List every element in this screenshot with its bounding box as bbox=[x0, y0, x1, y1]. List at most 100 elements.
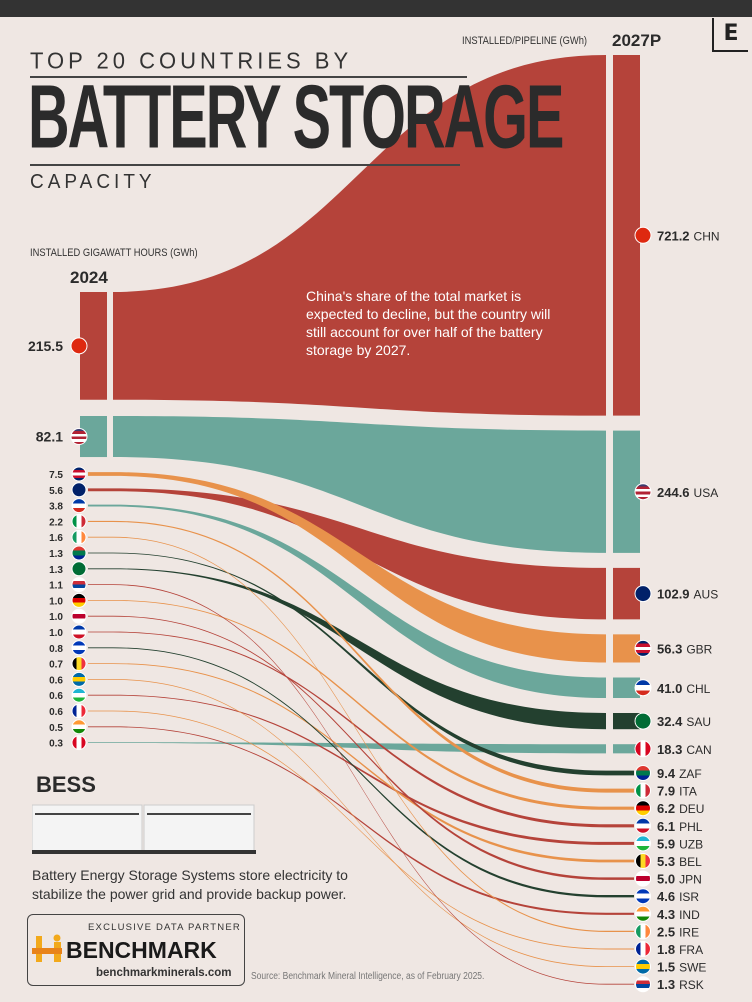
flag-icon-phl-left bbox=[71, 624, 87, 640]
left-axis-label: INSTALLED GIGAWATT HOURS (GWh) bbox=[30, 247, 198, 259]
label-2027-ire: 2.5 IRE bbox=[657, 924, 699, 939]
country-code: SWE bbox=[679, 961, 706, 975]
country-code: AUS bbox=[694, 588, 719, 602]
value-2027: 5.9 bbox=[657, 836, 675, 851]
flag-icon-zaf-right bbox=[635, 765, 651, 781]
right-year: 2027P bbox=[612, 31, 662, 50]
bar-2027-chl bbox=[613, 677, 640, 698]
value-2027: 41.0 bbox=[657, 681, 682, 696]
value-2027: 1.8 bbox=[657, 942, 675, 957]
flag-icon-ire-left bbox=[71, 529, 87, 545]
country-code: UZB bbox=[679, 837, 703, 851]
value-2024-fra: 0.6 bbox=[49, 707, 63, 718]
value-2024-swe: 0.6 bbox=[49, 675, 63, 686]
flow-chn bbox=[113, 55, 606, 416]
value-2027: 4.6 bbox=[657, 889, 675, 904]
label-2027-ita: 7.9 ITA bbox=[657, 784, 697, 799]
value-2024-bel: 0.7 bbox=[49, 660, 63, 671]
data-partner-box: EXCLUSIVE DATA PARTNER BENCHMARK benchma… bbox=[27, 914, 245, 986]
flag-icon-sau-right bbox=[634, 712, 652, 730]
value-2027: 102.9 bbox=[657, 587, 690, 602]
value-2027: 721.2 bbox=[657, 228, 690, 243]
flag-icon-ita-left bbox=[71, 513, 87, 529]
value-2027: 9.4 bbox=[657, 766, 676, 781]
value-2024-gbr: 7.5 bbox=[49, 470, 63, 481]
title-rule-top bbox=[30, 76, 467, 78]
flag-icon-bel-right bbox=[635, 853, 651, 869]
flag-icon-deu-left bbox=[71, 592, 87, 608]
flag-icon-rsk-left bbox=[71, 577, 87, 593]
country-code: FRA bbox=[679, 943, 703, 957]
flag-icon-fra-right bbox=[635, 941, 651, 957]
country-code: CHN bbox=[694, 229, 720, 243]
value-2024-deu: 1.0 bbox=[49, 596, 63, 607]
country-code: ZAF bbox=[679, 767, 702, 781]
value-2024-ind: 0.5 bbox=[49, 723, 63, 734]
country-code: IRE bbox=[679, 925, 699, 939]
country-code: CAN bbox=[686, 743, 711, 757]
flag-icon-ire-right bbox=[635, 923, 651, 940]
label-2027-usa: 244.6 USA bbox=[657, 485, 718, 500]
label-2027-swe: 1.5 SWE bbox=[657, 960, 706, 975]
flag-icon-usa-left bbox=[70, 428, 88, 446]
flow-sau bbox=[88, 568, 606, 730]
partner-label: EXCLUSIVE DATA PARTNER bbox=[88, 922, 241, 933]
value-2024-chl: 3.8 bbox=[49, 502, 63, 513]
page-title: BATTERY STORAGE bbox=[28, 66, 564, 168]
bess-title: BESS bbox=[36, 772, 96, 797]
country-code: JPN bbox=[679, 873, 702, 887]
flag-icon-aus-left bbox=[71, 482, 87, 498]
label-2027-aus: 102.9 AUS bbox=[657, 587, 718, 602]
label-2027-gbr: 56.3 GBR bbox=[657, 641, 713, 656]
flow-deu bbox=[88, 600, 634, 810]
flag-icon-jpn-right bbox=[635, 870, 651, 887]
china-annotation: China's share of the total market is exp… bbox=[306, 288, 551, 358]
flag-icon-rsk-right bbox=[635, 976, 651, 993]
country-code: USA bbox=[694, 486, 719, 500]
flag-icon-chl-right bbox=[634, 679, 652, 697]
label-2027-fra: 1.8 FRA bbox=[657, 942, 703, 957]
flag-icon-usa-right bbox=[634, 483, 652, 501]
flag-icon-gbr-right bbox=[634, 639, 652, 657]
value-2027: 7.9 bbox=[657, 784, 675, 799]
flag-icon-sau-left bbox=[71, 561, 87, 577]
value-2027: 5.3 bbox=[657, 854, 675, 869]
value-2024-jpn: 1.0 bbox=[49, 612, 63, 623]
flag-icon-uzb-left bbox=[71, 687, 87, 703]
flag-icon-phl-right bbox=[635, 817, 651, 834]
value-2027: 6.1 bbox=[657, 819, 675, 834]
flag-icon-swe-left bbox=[71, 671, 87, 687]
flow-usa bbox=[113, 416, 606, 553]
flag-icon-chl-left bbox=[71, 498, 87, 514]
flows bbox=[88, 55, 634, 985]
flow-phl bbox=[88, 631, 634, 828]
flow-zaf bbox=[88, 552, 634, 776]
label-2027-ind: 4.3 IND bbox=[657, 907, 700, 922]
label-2027-bel: 5.3 BEL bbox=[657, 854, 702, 869]
label-2027-isr: 4.6 ISR bbox=[657, 889, 699, 904]
country-code: DEU bbox=[679, 802, 704, 816]
flag-icon-fra-left bbox=[71, 703, 87, 719]
value-2024-isr: 0.8 bbox=[49, 644, 63, 655]
right-axis-label: INSTALLED/PIPELINE (GWh) bbox=[462, 35, 588, 47]
value-2024-usa: 82.1 bbox=[36, 429, 63, 445]
flag-icon-chn-right bbox=[634, 226, 652, 244]
flag-icon-ind-right bbox=[635, 905, 651, 922]
benchmark-logo-icon bbox=[32, 934, 62, 962]
flag-icon-jpn-left bbox=[71, 608, 87, 624]
value-2027: 56.3 bbox=[657, 641, 682, 656]
title-line-1: TOP 20 COUNTRIES BY bbox=[30, 47, 353, 74]
flow-bel bbox=[88, 663, 634, 863]
value-2024-aus: 5.6 bbox=[49, 486, 63, 497]
flag-icon-ind-left bbox=[71, 719, 87, 735]
flag-icon-bel-left bbox=[71, 656, 87, 672]
flow-aus bbox=[88, 488, 606, 620]
battery-storage-image bbox=[32, 804, 256, 854]
flag-icon-can-right bbox=[634, 740, 652, 758]
title-line-3: CAPACITY bbox=[30, 171, 156, 194]
bar-2027-can bbox=[613, 744, 640, 754]
value-2024-uzb: 0.6 bbox=[49, 691, 63, 702]
flag-icon-aus-right bbox=[634, 585, 652, 603]
